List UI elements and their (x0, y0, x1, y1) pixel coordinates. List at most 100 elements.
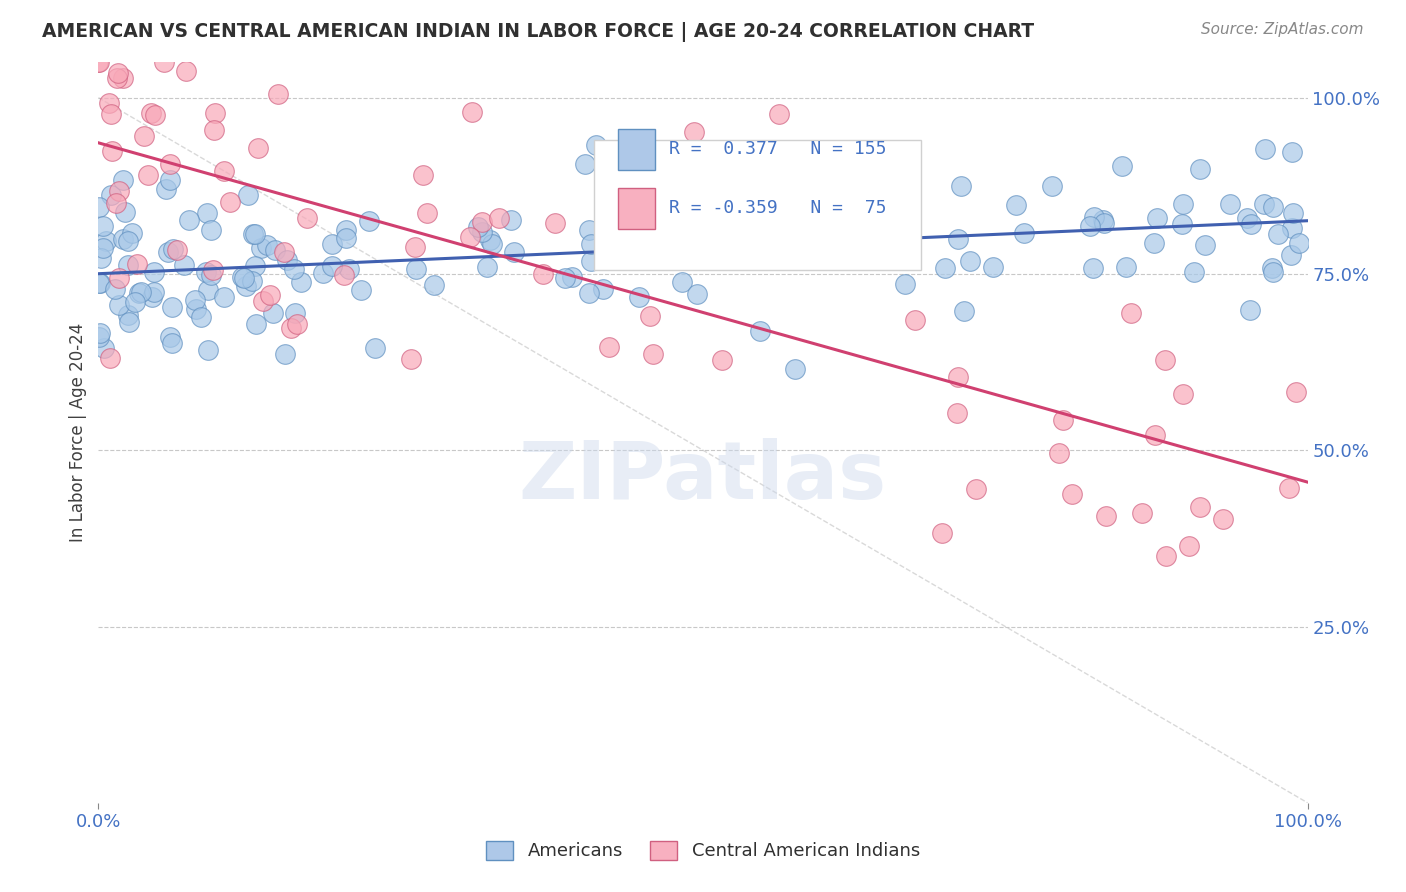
Point (252, 293, 274, 308)
Point (121, 226, 143, 240)
Point (359, 213, 381, 227)
Point (669, 244, 692, 259)
Point (405, 261, 427, 276)
Point (1040, 179, 1063, 194)
Text: R = -0.359   N =  75: R = -0.359 N = 75 (669, 200, 887, 218)
Point (754, 183, 776, 197)
Point (769, 239, 792, 253)
Point (104, 196, 127, 211)
Point (160, 301, 183, 315)
Point (1081, 260, 1104, 275)
Point (129, 285, 152, 299)
Legend: Americans, Central American Indians: Americans, Central American Indians (486, 841, 920, 861)
Point (100, 107, 122, 121)
Y-axis label: In Labor Force | Age 20-24: In Labor Force | Age 20-24 (69, 323, 87, 542)
Point (404, 240, 426, 254)
Point (173, 258, 195, 272)
Point (1052, 413, 1074, 427)
Point (100, 144, 122, 158)
Point (1014, 226, 1036, 240)
Point (471, 225, 494, 239)
Point (783, 362, 806, 376)
Point (423, 278, 446, 293)
Point (128, 285, 150, 300)
Text: Source: ZipAtlas.com: Source: ZipAtlas.com (1201, 22, 1364, 37)
Point (860, 244, 883, 258)
Point (245, 259, 267, 273)
Point (179, 212, 201, 227)
Point (716, 184, 738, 198)
Point (240, 274, 263, 288)
Text: R =  0.377   N = 155: R = 0.377 N = 155 (669, 140, 887, 158)
Point (104, 282, 127, 296)
Point (312, 266, 335, 280)
Point (931, 525, 953, 540)
Point (946, 231, 969, 245)
Point (531, 267, 554, 281)
Point (190, 310, 212, 325)
Point (946, 406, 969, 420)
Point (124, 295, 146, 310)
Point (195, 265, 218, 279)
Point (1115, 260, 1137, 274)
Point (1047, 446, 1070, 460)
Point (219, 195, 242, 210)
Point (117, 308, 139, 322)
Point (93, 341, 115, 355)
Point (159, 330, 181, 344)
Point (981, 260, 1004, 274)
Point (1091, 213, 1114, 227)
Point (159, 157, 181, 171)
Point (607, 243, 630, 257)
Point (100, 188, 122, 202)
Point (242, 227, 264, 241)
Point (1194, 238, 1216, 252)
Point (335, 231, 357, 245)
Point (1083, 211, 1105, 225)
Point (592, 282, 614, 296)
Point (461, 104, 484, 119)
Point (274, 347, 297, 361)
Point (959, 254, 981, 268)
Point (852, 208, 875, 222)
Point (818, 235, 841, 249)
Point (156, 245, 179, 260)
Point (1188, 162, 1211, 177)
Point (100, 351, 122, 365)
Point (280, 321, 302, 335)
Point (232, 271, 254, 285)
Point (948, 369, 970, 384)
Point (707, 197, 730, 211)
Point (118, 315, 141, 329)
Point (1171, 197, 1194, 211)
Point (231, 270, 253, 285)
Point (636, 202, 658, 217)
Point (245, 318, 267, 332)
Point (686, 287, 709, 301)
Point (136, 168, 159, 182)
Point (1005, 198, 1028, 212)
Point (1261, 261, 1284, 276)
Point (763, 234, 786, 248)
Point (503, 245, 526, 260)
FancyBboxPatch shape (619, 129, 655, 169)
Point (94, 234, 117, 248)
Point (953, 303, 976, 318)
Point (98, 95, 121, 110)
Point (107, 66, 129, 80)
Point (159, 172, 181, 186)
Point (89, 330, 111, 344)
Point (869, 248, 891, 262)
Point (125, 257, 148, 271)
Point (1281, 221, 1303, 235)
Point (1253, 197, 1275, 211)
Point (142, 265, 165, 279)
Point (1182, 265, 1205, 279)
Point (1060, 487, 1083, 501)
Point (1285, 384, 1308, 399)
Point (789, 227, 811, 241)
Point (1143, 236, 1166, 251)
Point (333, 268, 356, 283)
Point (285, 317, 308, 331)
Text: ZIPatlas: ZIPatlas (519, 438, 887, 516)
